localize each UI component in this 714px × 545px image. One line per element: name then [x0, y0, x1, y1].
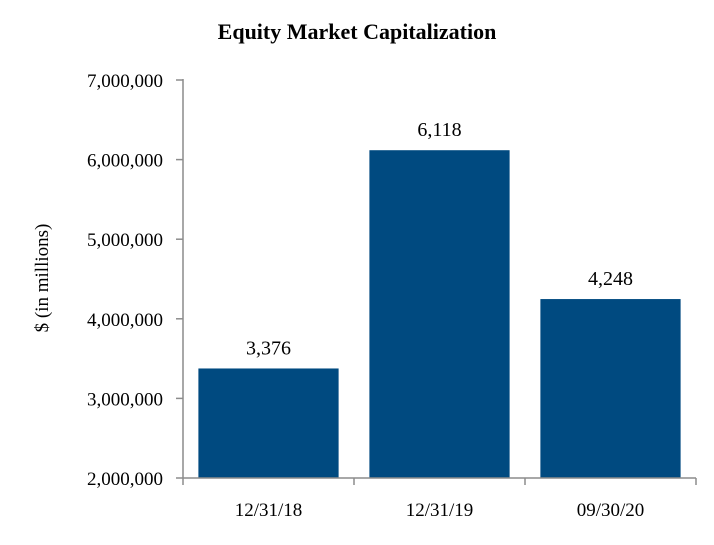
x-tick-label: 12/31/19 — [406, 500, 474, 521]
y-tick-label: 2,000,000 — [87, 469, 163, 490]
y-tick-label: 3,000,000 — [87, 389, 163, 410]
x-tick-label: 12/31/18 — [235, 500, 303, 521]
y-tick-label: 6,000,000 — [87, 151, 163, 172]
bar-09-30-20 — [540, 299, 681, 478]
bar-series — [198, 150, 681, 478]
y-axis-title: $ (in millions) — [32, 224, 53, 333]
y-axis-ticks: 2,000,000 3,000,000 4,000,000 5,000,000 6,00… — [87, 71, 183, 490]
data-labels: 3,376 6,118 4,248 — [246, 119, 633, 359]
y-tick-label: 4,000,000 — [87, 310, 163, 331]
y-tick-label: 5,000,000 — [87, 230, 163, 251]
y-tick-label: 7,000,000 — [87, 71, 163, 92]
bar-data-label: 4,248 — [588, 268, 633, 290]
bar-12-31-19 — [369, 150, 510, 478]
bar-data-label: 3,376 — [246, 337, 291, 359]
x-axis-ticks: 12/31/18 12/31/19 09/30/20 — [182, 478, 697, 521]
bar-data-label: 6,118 — [417, 119, 461, 141]
bar-12-31-18 — [198, 368, 339, 478]
x-tick-label: 09/30/20 — [577, 500, 645, 521]
chart-title: Equity Market Capitalization — [218, 19, 497, 44]
